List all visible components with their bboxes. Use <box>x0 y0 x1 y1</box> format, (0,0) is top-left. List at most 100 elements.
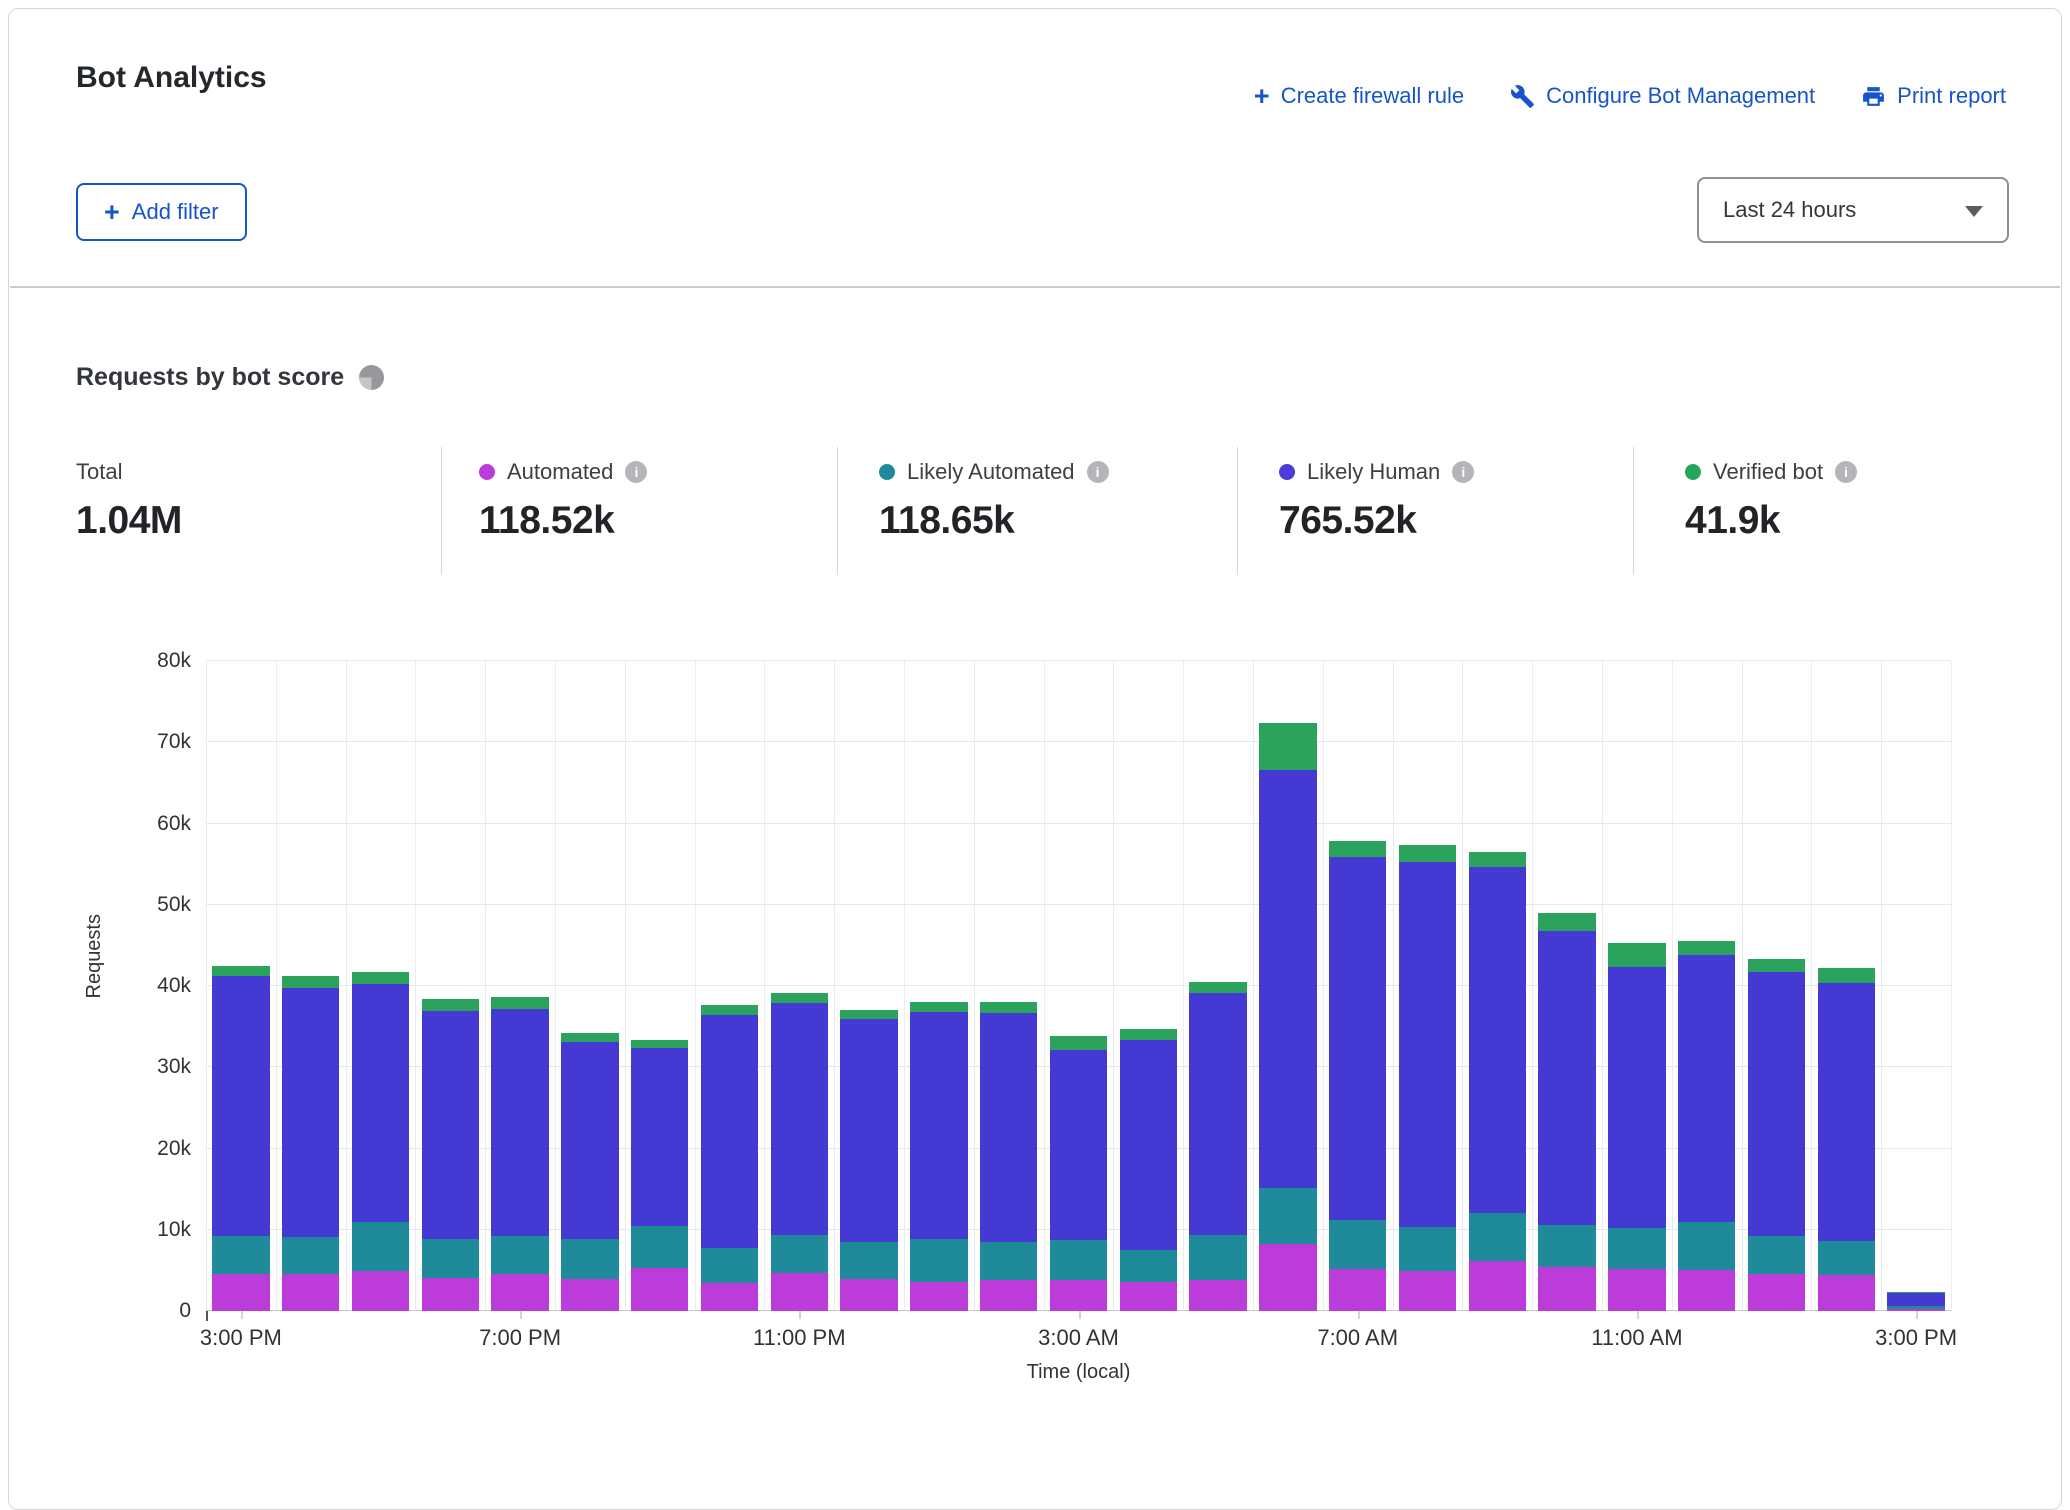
bar-likely-automated[interactable] <box>1747 1236 1806 1275</box>
bar-automated[interactable] <box>1119 1281 1177 1311</box>
bar-automated[interactable] <box>980 1280 1038 1311</box>
bar-automated[interactable] <box>631 1267 689 1311</box>
bar-likely-automated[interactable] <box>1678 1222 1736 1270</box>
configure-bot-management-link[interactable]: Configure Bot Management <box>1510 83 1815 109</box>
bar-verified-bot[interactable] <box>1468 851 1526 868</box>
bar-likely-automated[interactable] <box>1817 1241 1875 1276</box>
bar-likely-human[interactable] <box>282 987 340 1238</box>
bar-likely-human[interactable] <box>421 1011 479 1239</box>
bar-likely-automated[interactable] <box>840 1241 898 1279</box>
bar-verified-bot[interactable] <box>980 1002 1038 1013</box>
bar-likely-human[interactable] <box>1747 972 1806 1237</box>
bar-likely-human[interactable] <box>1887 1293 1945 1307</box>
bar-verified-bot[interactable] <box>1887 1291 1945 1294</box>
bar-verified-bot[interactable] <box>840 1009 898 1020</box>
bar-automated[interactable] <box>1189 1280 1247 1311</box>
bar-verified-bot[interactable] <box>631 1039 689 1048</box>
bar-likely-automated[interactable] <box>1119 1250 1177 1282</box>
bar-likely-automated[interactable] <box>1049 1240 1108 1281</box>
time-range-select[interactable]: Last 24 hours <box>1697 177 2009 243</box>
bar-likely-automated[interactable] <box>1189 1234 1247 1281</box>
bar-verified-bot[interactable] <box>1049 1035 1108 1051</box>
bar-likely-automated[interactable] <box>421 1238 479 1278</box>
bar-automated[interactable] <box>1259 1244 1317 1311</box>
bar-likely-human[interactable] <box>1329 856 1387 1220</box>
bar-likely-human[interactable] <box>840 1019 898 1242</box>
bar-likely-human[interactable] <box>1608 966 1666 1229</box>
bar-likely-human[interactable] <box>1259 769 1317 1189</box>
bar-likely-automated[interactable] <box>1398 1226 1457 1272</box>
bar-automated[interactable] <box>1468 1261 1526 1311</box>
bar-likely-human[interactable] <box>491 1008 549 1237</box>
bar-likely-human[interactable] <box>212 976 270 1237</box>
bar-likely-human[interactable] <box>1468 867 1526 1213</box>
add-filter-button[interactable]: + Add filter <box>76 183 247 241</box>
print-report-link[interactable]: Print report <box>1861 83 2006 109</box>
bar-verified-bot[interactable] <box>1817 968 1875 983</box>
bar-likely-automated[interactable] <box>1329 1220 1387 1269</box>
bar-likely-automated[interactable] <box>351 1222 410 1272</box>
bar-verified-bot[interactable] <box>1747 959 1806 973</box>
bar-verified-bot[interactable] <box>1259 722 1317 770</box>
bar-likely-human[interactable] <box>980 1012 1038 1242</box>
bar-automated[interactable] <box>770 1272 828 1311</box>
bar-likely-human[interactable] <box>561 1042 619 1239</box>
bar-likely-automated[interactable] <box>770 1234 828 1273</box>
bar-verified-bot[interactable] <box>351 972 410 985</box>
bar-verified-bot[interactable] <box>1608 942 1666 967</box>
bar-likely-human[interactable] <box>1189 992 1247 1235</box>
bar-likely-human[interactable] <box>1678 955 1736 1223</box>
bar-verified-bot[interactable] <box>1538 912 1596 931</box>
bar-likely-automated[interactable] <box>1468 1212 1526 1262</box>
bar-automated[interactable] <box>1398 1271 1457 1311</box>
info-icon[interactable]: i <box>1086 461 1109 483</box>
bar-verified-bot[interactable] <box>1329 841 1387 857</box>
bar-likely-human[interactable] <box>770 1003 828 1235</box>
bar-likely-human[interactable] <box>1817 982 1875 1242</box>
bar-likely-human[interactable] <box>910 1012 968 1239</box>
bar-verified-bot[interactable] <box>910 1002 968 1012</box>
bar-automated[interactable] <box>1608 1268 1666 1311</box>
create-firewall-rule-link[interactable]: + Create firewall rule <box>1254 83 1464 110</box>
bar-verified-bot[interactable] <box>770 993 828 1004</box>
bar-verified-bot[interactable] <box>1398 844 1457 862</box>
bar-verified-bot[interactable] <box>212 965 270 977</box>
bar-verified-bot[interactable] <box>1678 940 1736 956</box>
bar-likely-human[interactable] <box>700 1015 759 1248</box>
bar-likely-automated[interactable] <box>491 1236 549 1275</box>
bar-automated[interactable] <box>1887 1308 1945 1311</box>
bar-likely-human[interactable] <box>631 1047 689 1226</box>
bar-verified-bot[interactable] <box>491 996 549 1009</box>
bar-likely-human[interactable] <box>1398 861 1457 1227</box>
bar-likely-automated[interactable] <box>561 1238 619 1280</box>
bar-automated[interactable] <box>1538 1267 1596 1311</box>
bar-automated[interactable] <box>282 1274 340 1311</box>
bar-likely-automated[interactable] <box>212 1236 270 1275</box>
info-icon[interactable]: i <box>1835 461 1858 483</box>
bar-verified-bot[interactable] <box>700 1004 759 1016</box>
bar-likely-automated[interactable] <box>1538 1224 1596 1268</box>
bar-likely-automated[interactable] <box>1259 1188 1317 1245</box>
bar-automated[interactable] <box>212 1274 270 1311</box>
bar-automated[interactable] <box>1329 1268 1387 1311</box>
bar-likely-automated[interactable] <box>282 1237 340 1275</box>
bar-likely-automated[interactable] <box>700 1247 759 1283</box>
bar-likely-automated[interactable] <box>980 1241 1038 1281</box>
bar-automated[interactable] <box>421 1277 479 1311</box>
bar-likely-human[interactable] <box>351 984 410 1223</box>
bar-likely-automated[interactable] <box>1608 1228 1666 1269</box>
info-icon[interactable]: i <box>1452 461 1475 483</box>
info-icon[interactable]: i <box>625 461 648 483</box>
bar-likely-human[interactable] <box>1538 930 1596 1225</box>
bar-automated[interactable] <box>561 1279 619 1311</box>
bar-likely-automated[interactable] <box>910 1238 968 1282</box>
bar-automated[interactable] <box>1747 1274 1806 1311</box>
bar-automated[interactable] <box>1817 1275 1875 1311</box>
bar-likely-human[interactable] <box>1049 1050 1108 1241</box>
bar-verified-bot[interactable] <box>1119 1029 1177 1040</box>
bar-likely-automated[interactable] <box>631 1225 689 1268</box>
bar-likely-automated[interactable] <box>1887 1306 1945 1309</box>
bar-verified-bot[interactable] <box>282 976 340 988</box>
bar-verified-bot[interactable] <box>1189 981 1247 993</box>
bar-automated[interactable] <box>491 1274 549 1311</box>
